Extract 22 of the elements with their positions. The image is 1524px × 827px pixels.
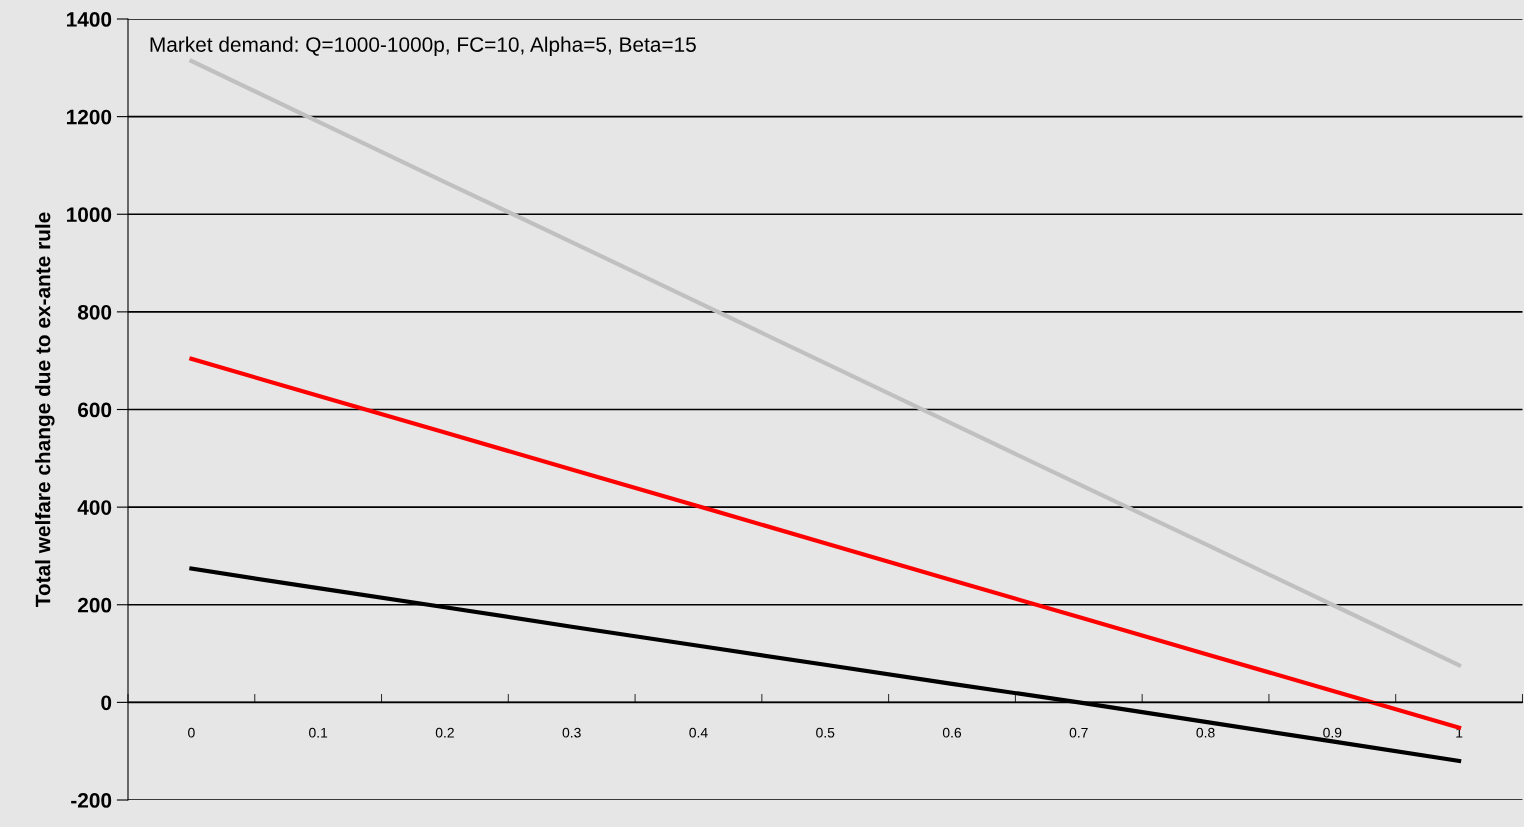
y-tick-label: 400 [77, 500, 112, 515]
x-tick-label: 0.9 [1323, 727, 1342, 738]
x-tick-label: 0.5 [816, 727, 835, 738]
x-tick-label: 0.8 [1196, 727, 1215, 738]
y-tick-label: 1000 [67, 207, 112, 222]
x-tick-label: 0.6 [942, 727, 962, 738]
y-tick-label: 600 [78, 402, 112, 418]
y-tick-label: -200 [71, 793, 112, 808]
y-tick-label: 1200 [67, 109, 112, 125]
x-tick-label: 0.7 [1069, 727, 1088, 738]
annotation: Market demand: Q=1000-1000p, FC=10, Alpha=5, Beta=15 [150, 36, 696, 57]
y-tick-label: 0 [101, 695, 112, 711]
x-tick-label: 0.2 [435, 727, 454, 738]
x-tick-label: 0.4 [689, 727, 708, 738]
x-tick-label: 0 [188, 727, 195, 738]
x-tick-label: 0.3 [562, 727, 581, 738]
x-tick-label: 0.1 [309, 727, 328, 738]
y-axis-title: Total welfare change due to ex-ante rule [35, 212, 55, 608]
y-tick-label: 200 [77, 597, 112, 613]
y-tick-label: 800 [77, 304, 112, 320]
y-tick-label: 1400 [67, 12, 112, 27]
line-series [189, 58, 1462, 668]
